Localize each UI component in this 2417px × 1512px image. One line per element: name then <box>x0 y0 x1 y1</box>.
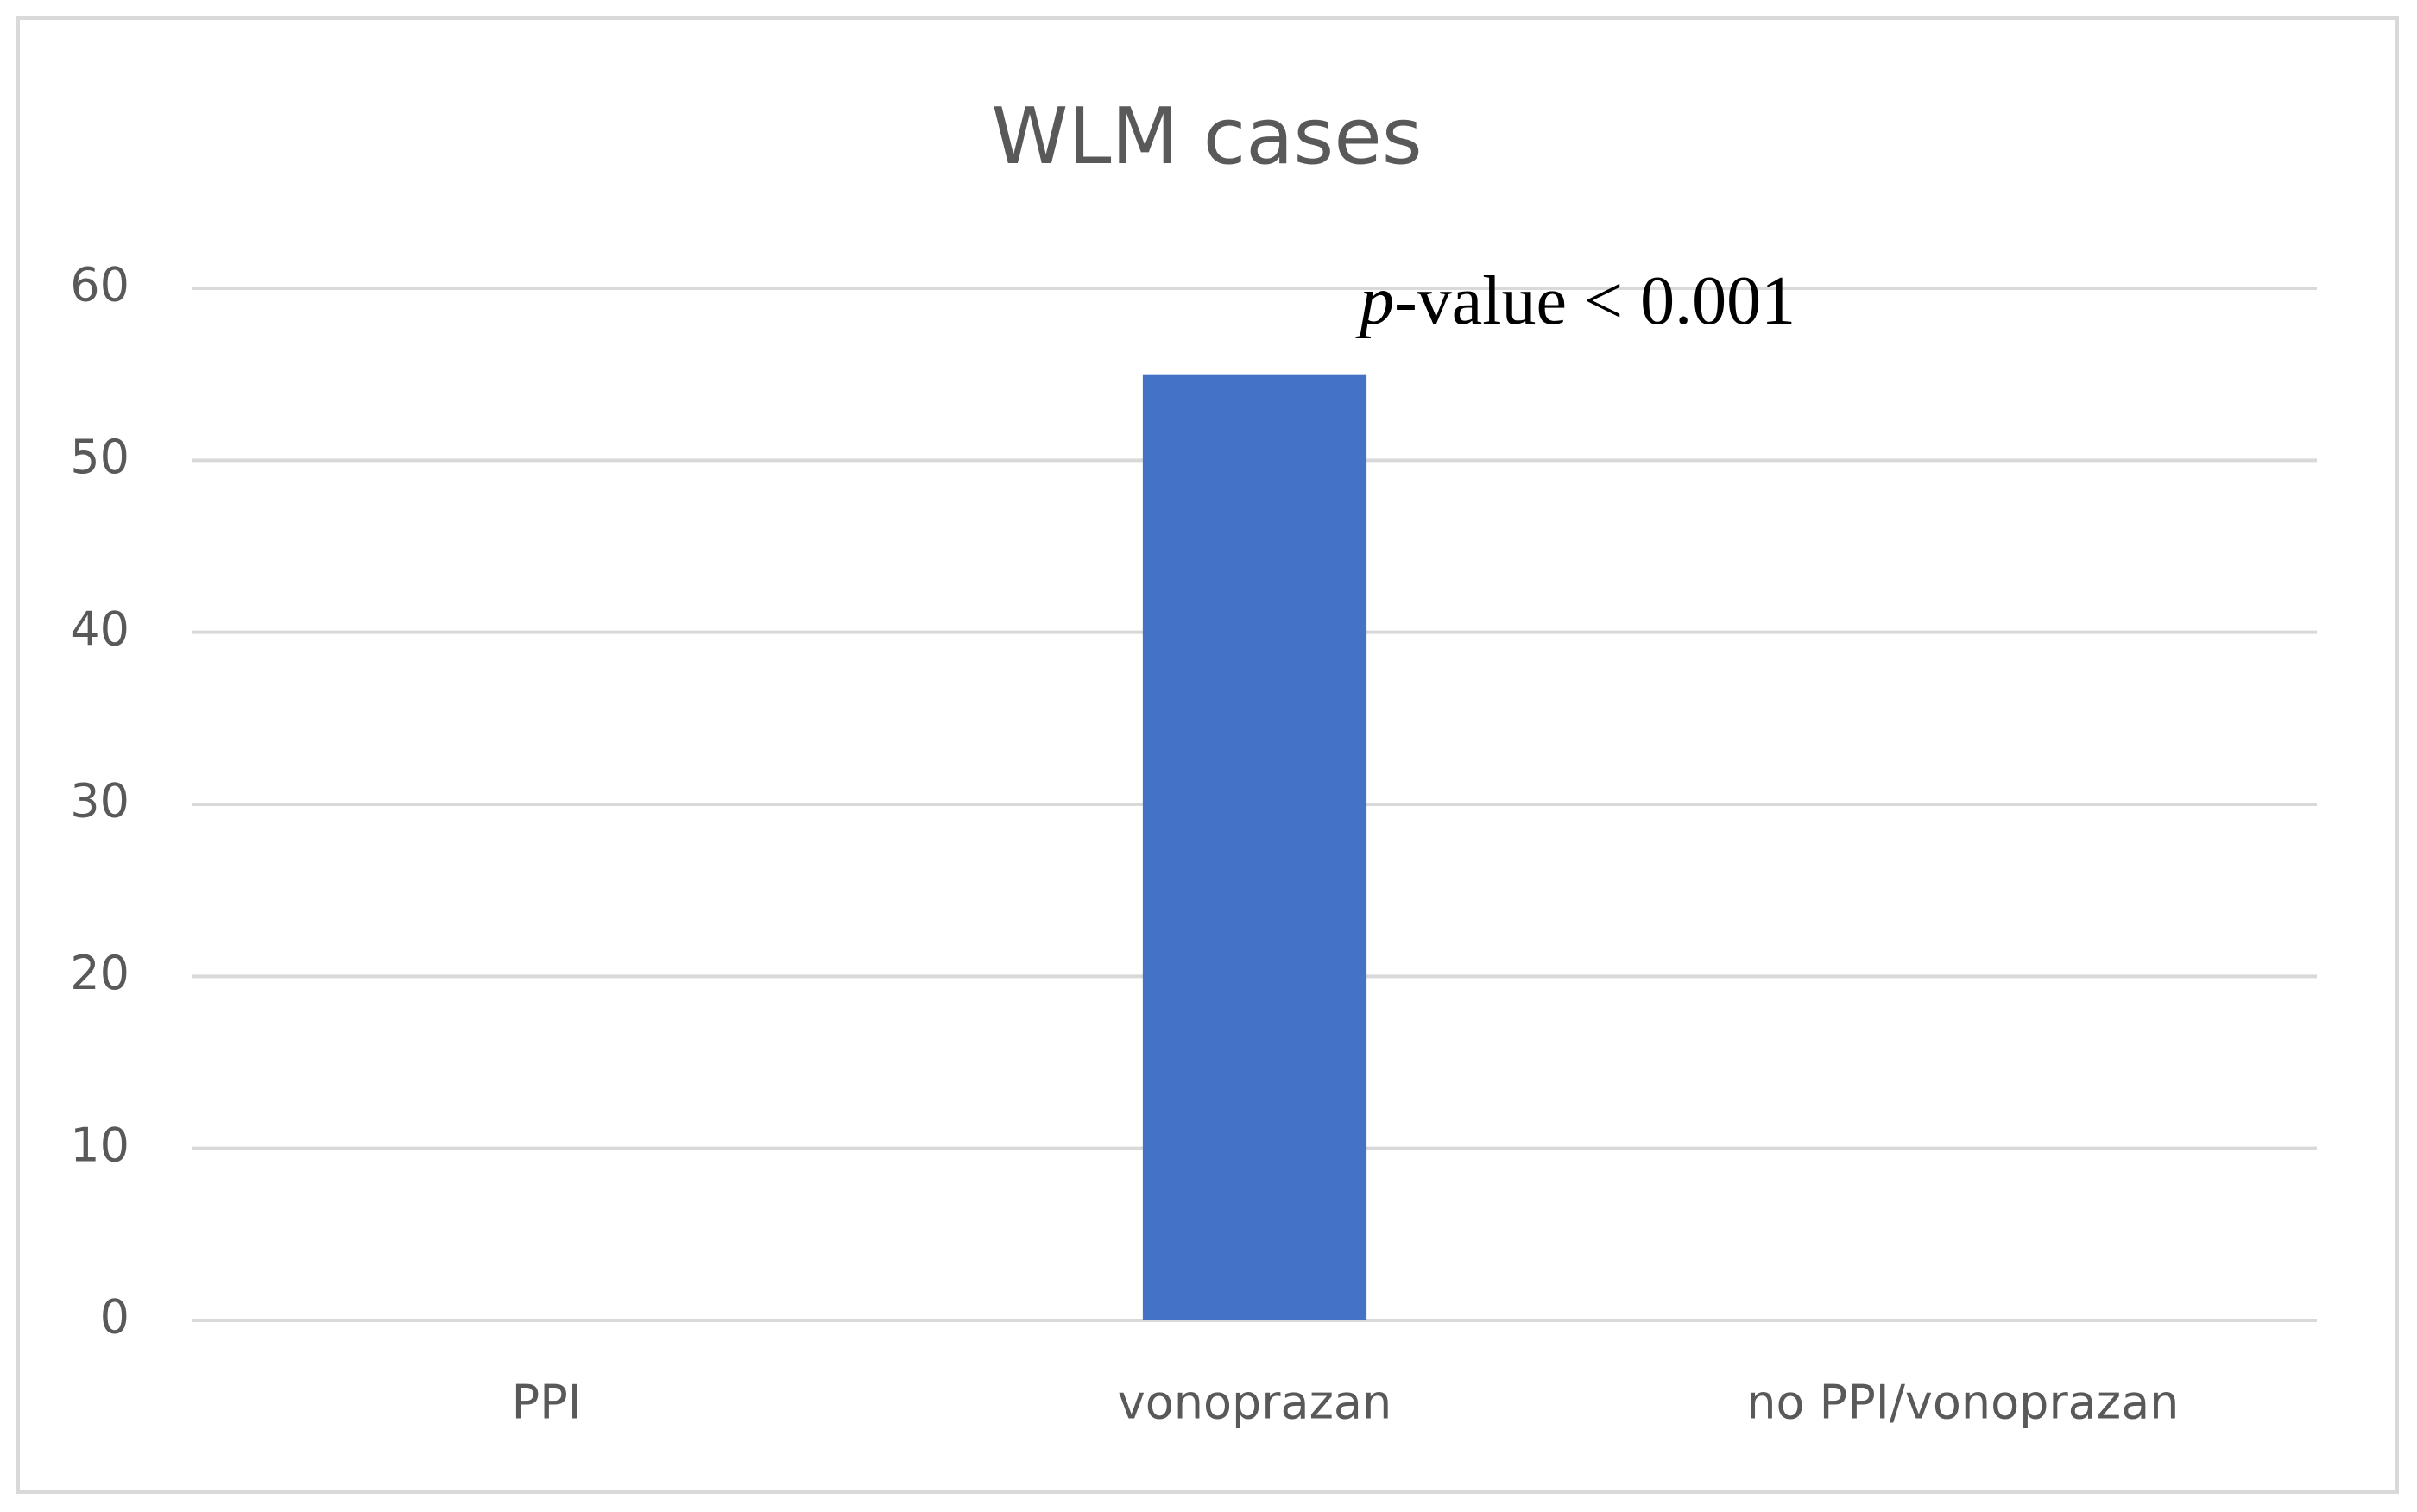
x-tick-label: no PPI/vonoprazan <box>1746 1376 2179 1430</box>
y-tick-label: 20 <box>70 946 129 1000</box>
chart-title: WLM cases <box>991 91 1422 182</box>
x-tick-label: vonoprazan <box>1118 1376 1392 1430</box>
y-tick-label: 10 <box>70 1118 129 1172</box>
y-tick-label: 30 <box>70 774 129 828</box>
bar <box>1142 374 1367 1321</box>
y-tick-label: 50 <box>70 430 129 484</box>
y-tick-label: 40 <box>70 602 129 656</box>
y-tick-label: 60 <box>70 258 129 312</box>
y-tick-label: 0 <box>100 1290 129 1345</box>
x-tick-label: PPI <box>512 1376 582 1430</box>
annotation: p-value < 0.001 <box>1355 263 1795 339</box>
